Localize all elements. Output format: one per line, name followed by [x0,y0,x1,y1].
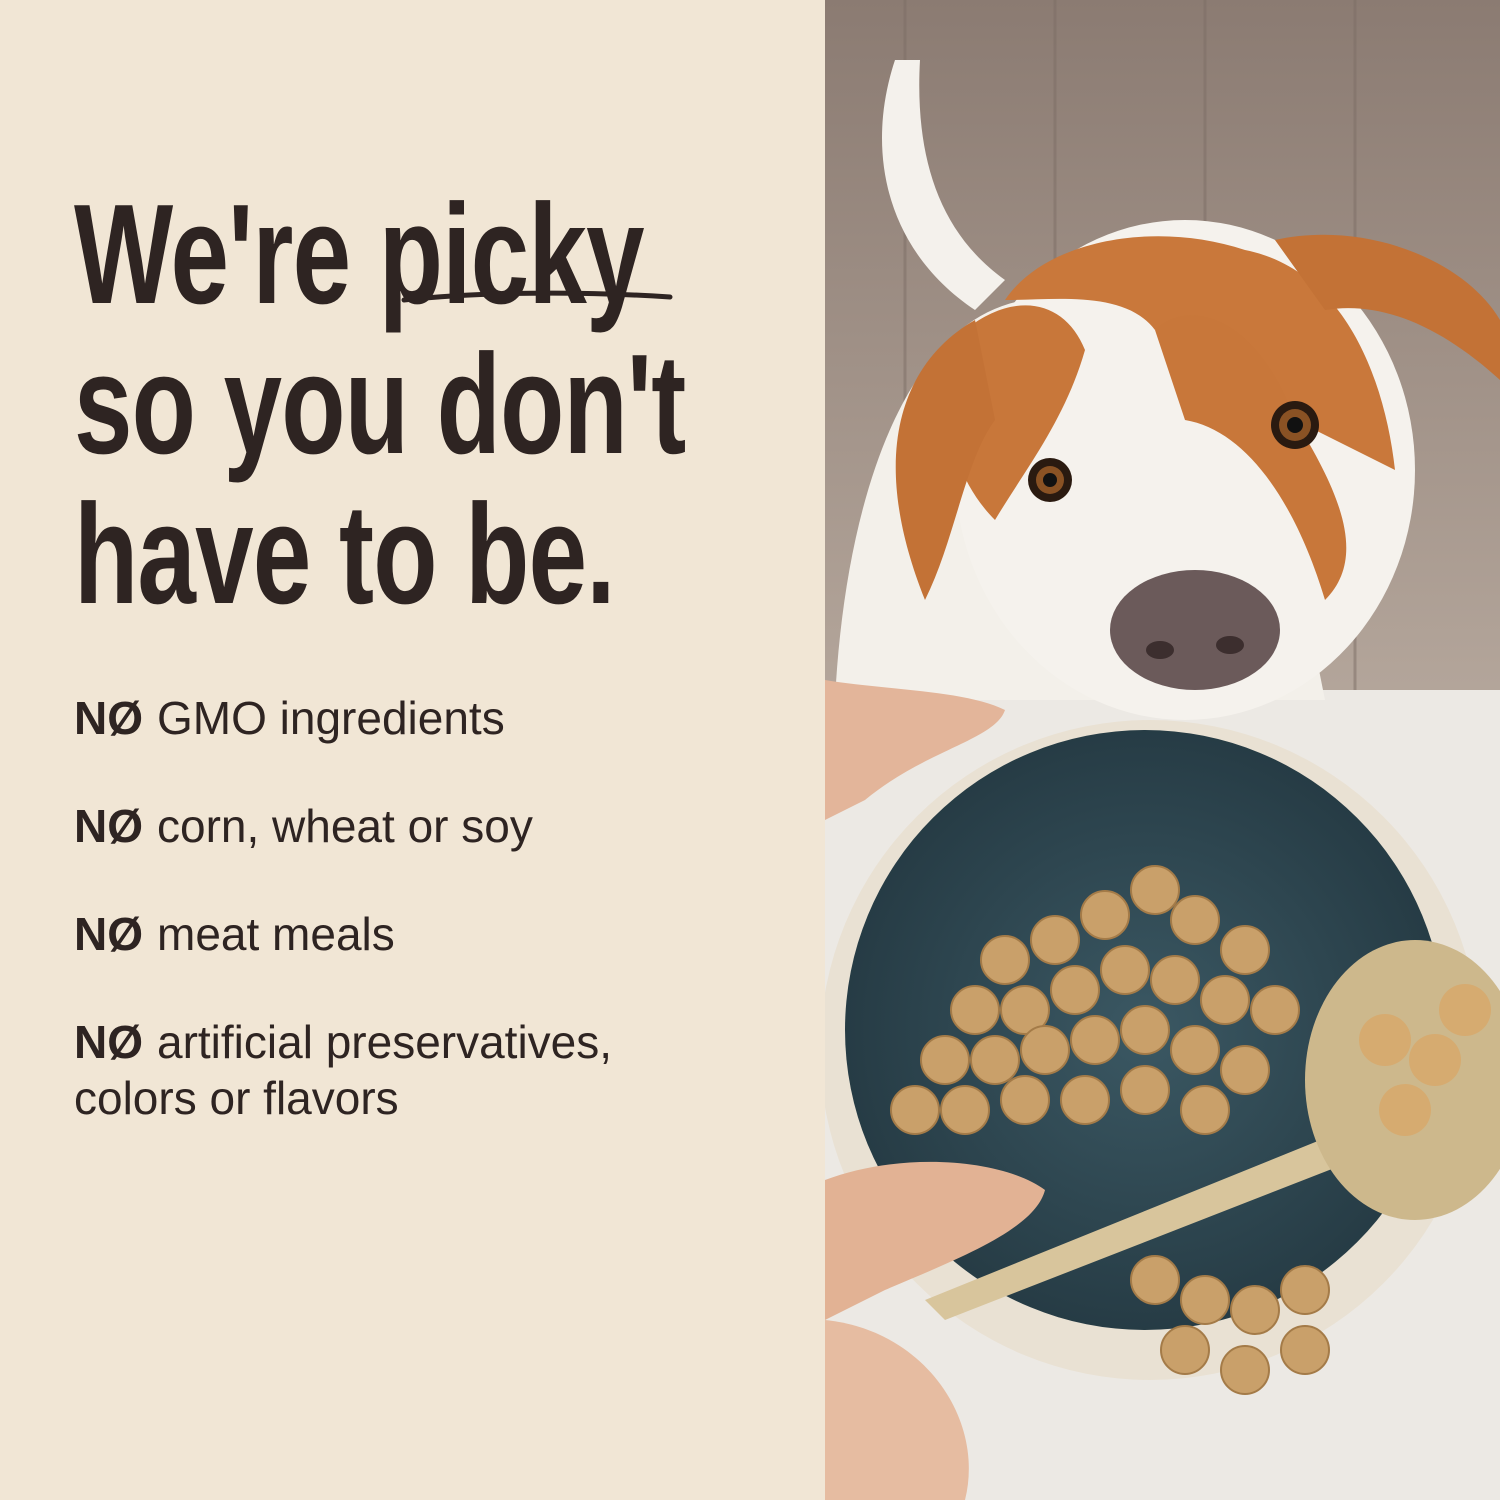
no-prefix: NØ [74,800,143,852]
text-panel: We're picky so you don't have to be. NØ G… [74,175,687,1126]
brush-underline [401,290,673,303]
dog-photo [825,0,1500,1500]
feature-text: artificial preservatives, [157,1016,613,1068]
dog-with-food-bowl-illustration [825,0,1500,1500]
feature-item: NØ meat meals [74,906,612,962]
feature-list: NØ GMO ingredients NØ corn, wheat or soy N… [74,690,612,1126]
headline-line1-pre: We're [74,175,379,334]
feature-text: corn, wheat or soy [157,800,533,852]
headline: We're picky so you don't have to be. [74,175,686,634]
feature-text: meat meals [157,908,395,960]
no-prefix: NØ [74,692,143,744]
feature-item: NØ corn, wheat or soy [74,798,612,854]
headline-line2: so you don't [74,325,686,484]
no-prefix: NØ [74,1016,143,1068]
feature-text-continued: colors or flavors [74,1072,399,1124]
feature-item: NØ artificial preservatives, colors or fla… [74,1014,612,1126]
feature-text: GMO ingredients [157,692,505,744]
headline-line3: have to be. [74,475,616,634]
feature-item: NØ GMO ingredients [74,690,612,746]
headline-emphasis-picky: picky [378,175,645,334]
no-prefix: NØ [74,908,143,960]
